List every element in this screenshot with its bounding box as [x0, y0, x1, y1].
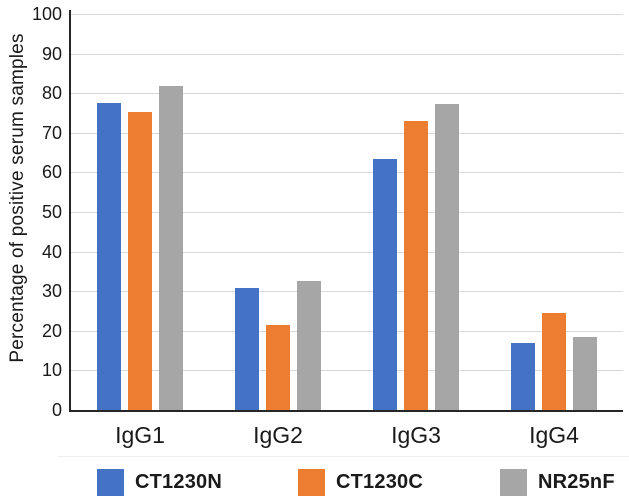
legend-swatch-NR25nF [500, 468, 527, 496]
bar-group-IgG3 [347, 14, 485, 410]
bar-group-IgG1 [71, 14, 209, 410]
bar-CT1230C-IgG2 [266, 325, 290, 410]
gridline [71, 14, 623, 15]
y-tick-label: 10 [41, 360, 62, 381]
category-label-IgG1: IgG1 [115, 422, 165, 448]
gridline [71, 251, 623, 253]
bar-group-IgG4 [485, 14, 623, 410]
gridline [71, 212, 623, 213]
legend-swatch-CT1230C [298, 468, 325, 496]
y-tick-label: 50 [41, 202, 62, 222]
legend-swatch-CT1230N [97, 468, 124, 496]
y-tick-label: 90 [41, 43, 62, 64]
legend-item-CT1230N: CT1230N [97, 468, 222, 496]
y-axis-line [69, 10, 71, 412]
category-label-IgG2: IgG2 [253, 422, 303, 448]
legend-label-CT1230C: CT1230C [336, 470, 423, 493]
gridline [71, 93, 623, 95]
figure-bottom-rule [58, 456, 629, 457]
bar-CT1230C-IgG4 [542, 312, 566, 410]
bar-CT1230N-IgG4 [511, 343, 535, 410]
x-axis-line [69, 410, 623, 412]
bar-CT1230C-IgG1 [128, 111, 152, 410]
y-tick-label: 70 [41, 122, 62, 143]
y-tick-label: 60 [41, 162, 62, 183]
category-label-IgG4: IgG4 [529, 422, 579, 448]
y-tick-label: 20 [41, 320, 62, 341]
y-tick-label: 100 [31, 4, 62, 24]
y-tick-label: 30 [41, 281, 62, 302]
gridline [71, 172, 623, 174]
gridline [71, 330, 623, 332]
y-tick-label: 0 [51, 400, 62, 420]
bar-CT1230N-IgG3 [373, 158, 397, 410]
bar-NR25nF-IgG4 [573, 337, 597, 410]
category-label-IgG3: IgG3 [391, 422, 441, 448]
gridline [71, 53, 623, 55]
bar-NR25nF-IgG2 [297, 280, 321, 410]
bar-NR25nF-IgG3 [435, 103, 459, 410]
legend-label-NR25nF: NR25nF [538, 470, 615, 493]
y-tick-label: 80 [41, 83, 62, 104]
bar-CT1230N-IgG2 [235, 288, 259, 410]
plot-area [71, 14, 623, 410]
y-tick-label: 40 [41, 241, 62, 262]
bar-group-IgG2 [209, 14, 347, 410]
gridline [71, 132, 623, 134]
gridline [71, 291, 623, 293]
legend-label-CT1230N: CT1230N [135, 470, 222, 493]
gridline [71, 370, 623, 372]
bar-CT1230N-IgG1 [97, 103, 121, 410]
legend-item-CT1230C: CT1230C [298, 468, 423, 496]
bar-CT1230C-IgG3 [404, 120, 428, 410]
bar-NR25nF-IgG1 [159, 86, 183, 410]
legend-item-NR25nF: NR25nF [500, 468, 615, 496]
